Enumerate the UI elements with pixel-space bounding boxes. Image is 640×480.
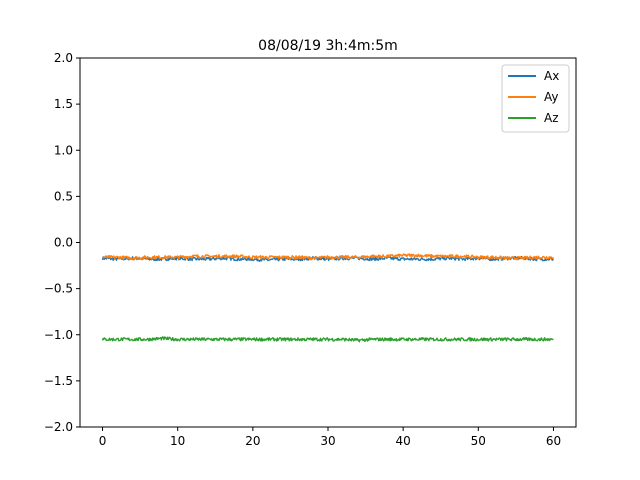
x-tick-label: 10 — [170, 434, 185, 448]
x-axis: 0 10 20 30 40 50 60 — [99, 427, 561, 448]
series-line-ay — [102, 253, 555, 261]
y-tick-label: −2.0 — [44, 420, 73, 434]
legend-label-ax: Ax — [544, 69, 559, 83]
y-tick-label: 2.0 — [54, 51, 73, 65]
series-layer — [101, 253, 555, 343]
y-tick-label: 0.5 — [54, 189, 73, 203]
legend-label-az: Az — [544, 111, 559, 125]
y-tick-label: 1.5 — [54, 97, 73, 111]
y-tick-label: −1.5 — [44, 374, 73, 388]
x-tick-label: 20 — [245, 434, 260, 448]
y-tick-label: −1.0 — [44, 328, 73, 342]
y-tick-label: 0.0 — [54, 236, 73, 250]
x-tick-label: 0 — [99, 434, 107, 448]
chart-title: 08/08/19 3h:4m:5m — [258, 38, 398, 54]
y-axis: −2.0 −1.5 −1.0 −0.5 0.0 0.5 1.0 1.5 2.0 — [44, 51, 80, 434]
x-tick-label: 40 — [396, 434, 411, 448]
legend-box — [501, 64, 570, 133]
x-tick-label: 60 — [546, 434, 561, 448]
y-tick-label: 1.0 — [54, 143, 73, 157]
x-tick-label: 30 — [320, 434, 335, 448]
y-tick-label: −0.5 — [44, 282, 73, 296]
legend: Ax Ay Az — [501, 64, 570, 133]
series-line-az — [101, 336, 554, 343]
x-tick-label: 50 — [471, 434, 486, 448]
legend-label-ay: Ay — [544, 90, 559, 104]
